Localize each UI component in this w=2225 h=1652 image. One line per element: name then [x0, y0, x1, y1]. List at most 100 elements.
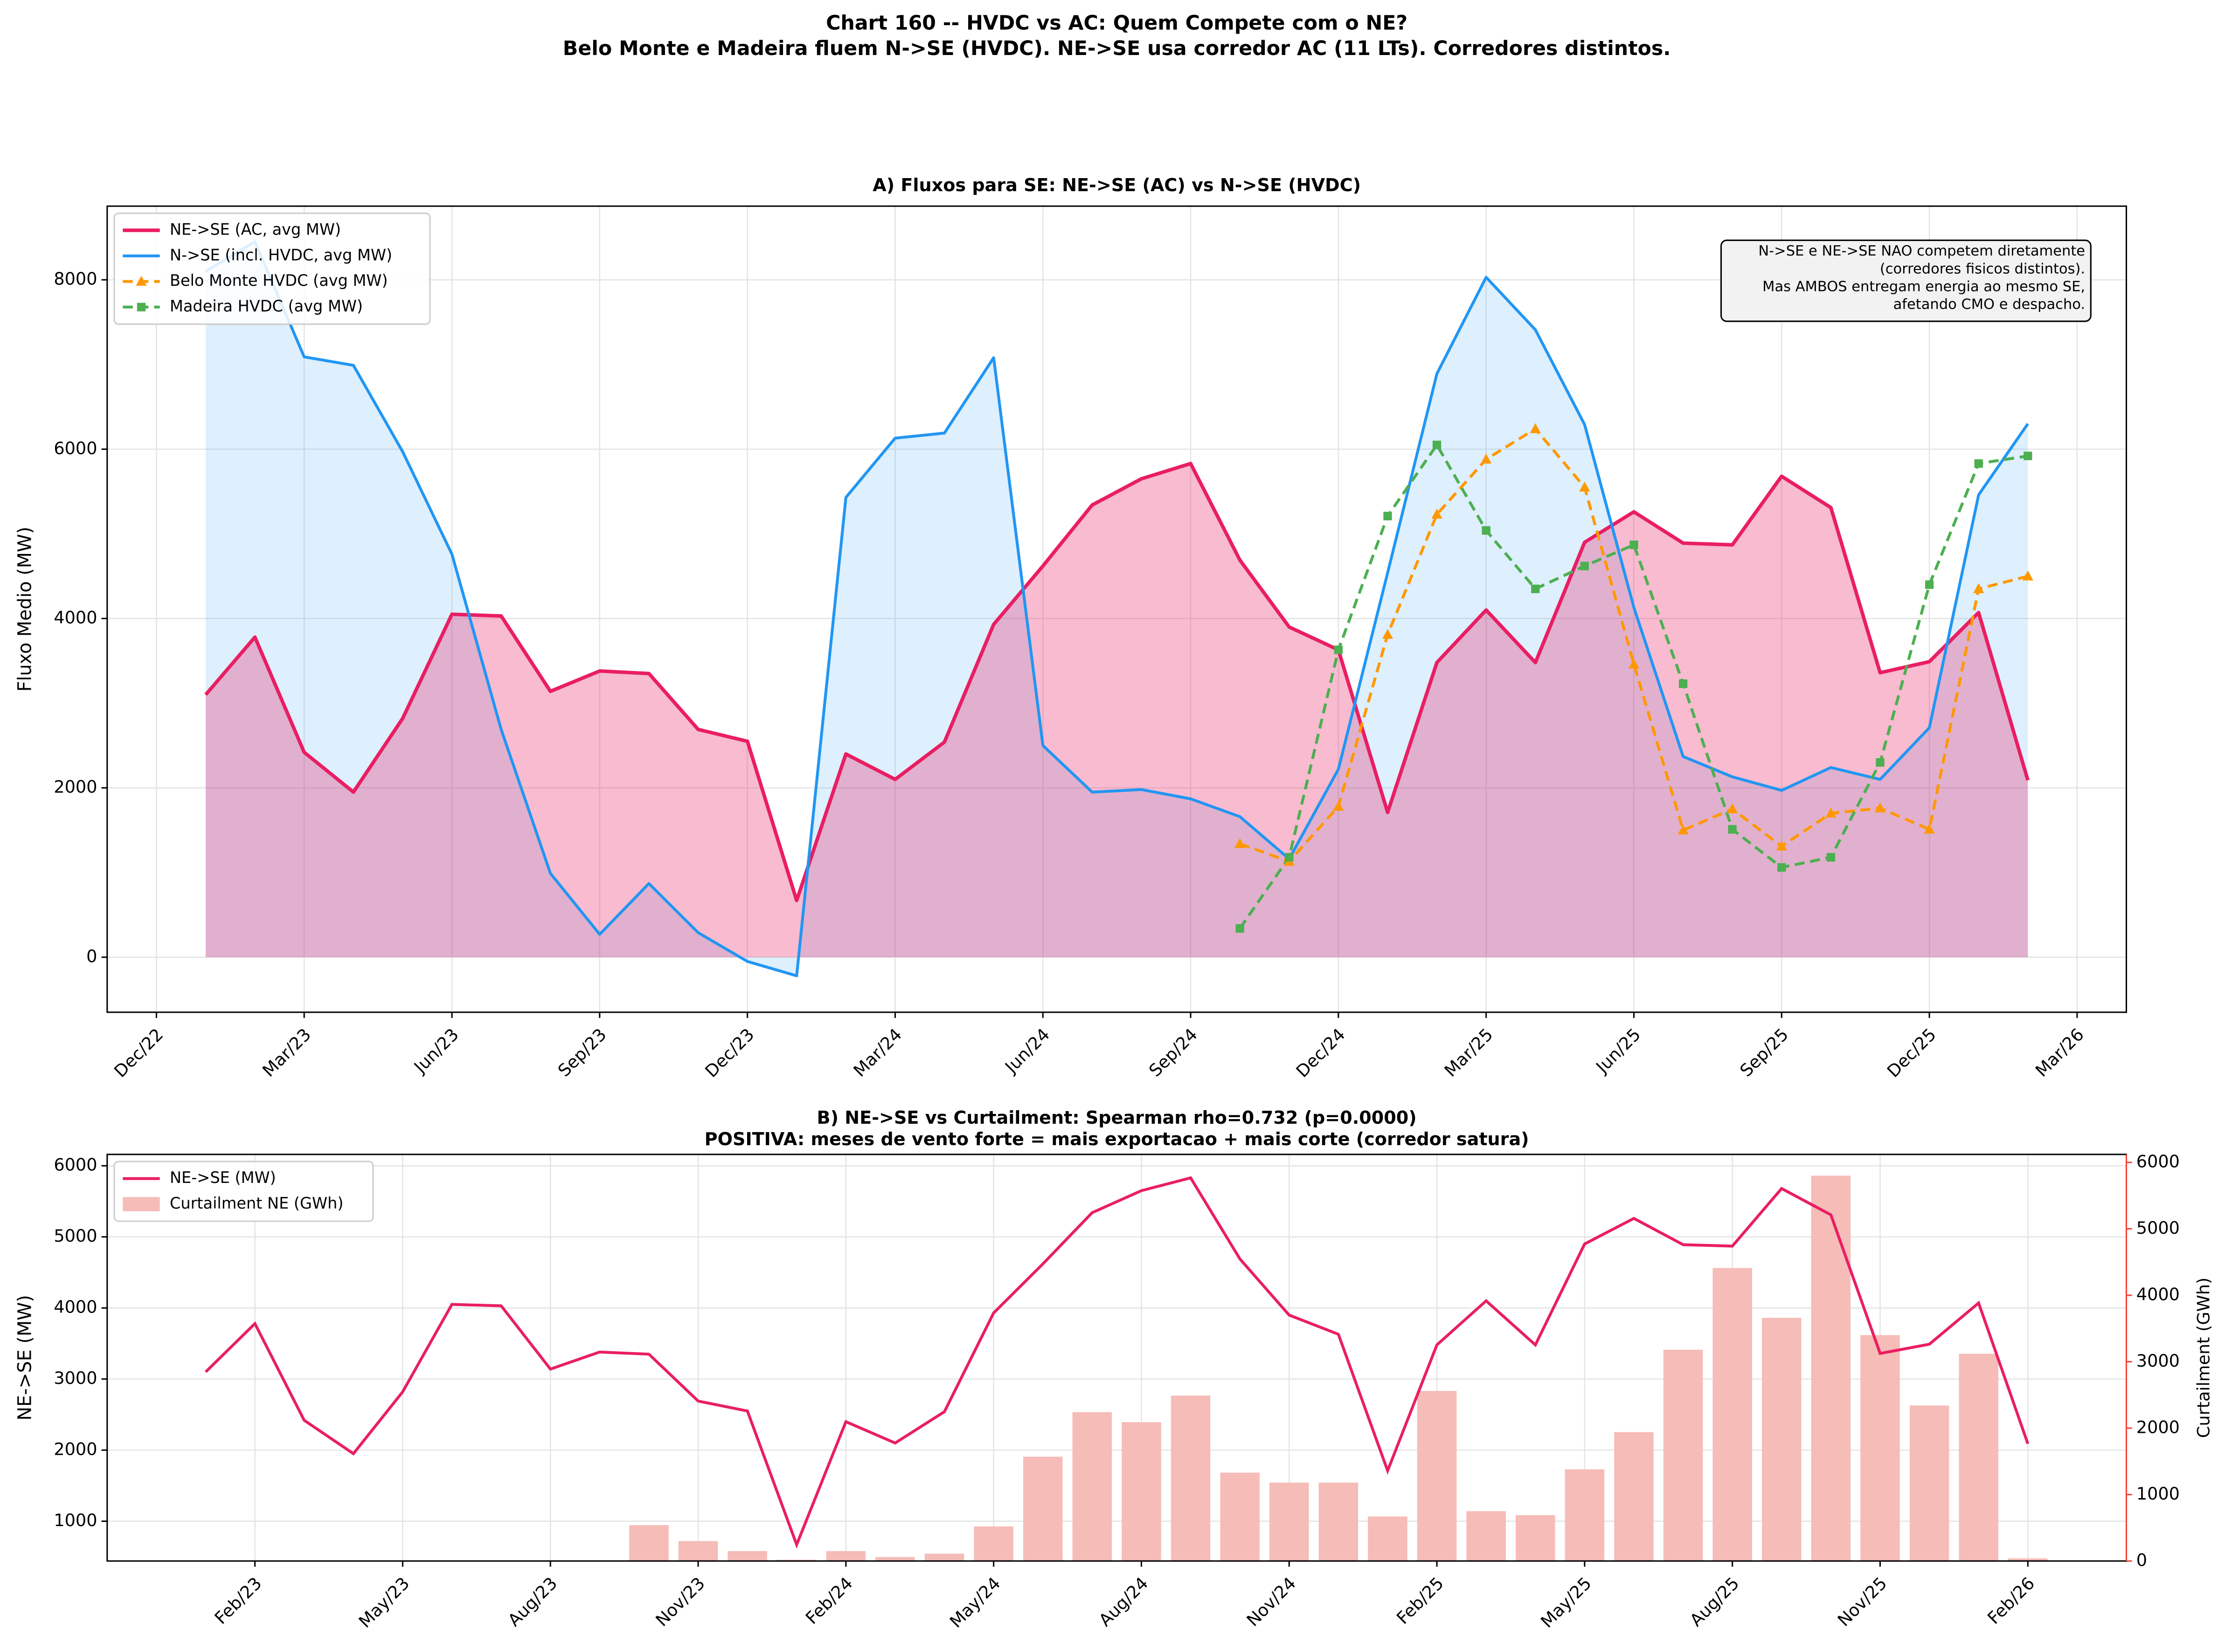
marker — [1924, 823, 1935, 834]
bar — [678, 1541, 718, 1561]
marker — [1234, 838, 1246, 848]
bar — [974, 1526, 1013, 1561]
panel-title: A) Fluxos para SE: NE->SE (AC) vs N->SE … — [873, 175, 1361, 195]
bar — [826, 1551, 866, 1561]
y-tick-label: 6000 — [54, 438, 97, 458]
bar — [2008, 1558, 2048, 1561]
line — [205, 240, 2029, 977]
marker — [1629, 540, 1638, 549]
panel-subtitle: POSITIVA: meses de vento forte = mais ex… — [705, 1129, 1529, 1149]
line — [204, 1176, 2030, 1549]
bar — [1762, 1318, 1802, 1561]
marker — [1334, 645, 1343, 654]
legend-label: N->SE (incl. HVDC, avg MW) — [170, 246, 392, 264]
bar — [1072, 1412, 1112, 1561]
marker — [137, 303, 146, 311]
bar — [1269, 1482, 1309, 1561]
figure-title: Chart 160 -- HVDC vs AC: Quem Compete co… — [826, 11, 1407, 35]
marker — [1482, 526, 1490, 535]
y-tick-label: 4000 — [54, 608, 97, 628]
bar — [1565, 1469, 1605, 1561]
y-tick-label: 5000 — [54, 1226, 97, 1246]
marker — [1580, 561, 1589, 571]
marker — [1383, 511, 1392, 520]
bar — [728, 1551, 767, 1561]
marker — [2024, 451, 2032, 460]
bar — [1614, 1432, 1654, 1561]
marker — [1776, 840, 1787, 851]
bar — [1023, 1457, 1063, 1561]
y-tick-label: 3000 — [54, 1368, 97, 1388]
bar — [1959, 1354, 1998, 1561]
marker — [1925, 580, 1934, 589]
annotation-box — [1720, 239, 2092, 322]
marker — [1285, 853, 1294, 862]
legend-label: Belo Monte HVDC (avg MW) — [170, 271, 388, 290]
area — [206, 463, 2028, 957]
bar — [1417, 1391, 1457, 1561]
marker — [1530, 423, 1541, 433]
panel-title: B) NE->SE vs Curtailment: Spearman rho=0… — [817, 1107, 1417, 1128]
figure-subtitle: Belo Monte e Madeira fluem N->SE (HVDC).… — [563, 37, 1671, 60]
marker — [1481, 453, 1492, 464]
legend-box — [113, 212, 431, 325]
marker — [2022, 570, 2033, 581]
marker — [1382, 629, 1393, 639]
y2-tick-label: 4000 — [2136, 1284, 2180, 1304]
bar — [1516, 1515, 1555, 1561]
bar — [1368, 1516, 1407, 1561]
marker — [1432, 441, 1442, 449]
bar — [875, 1557, 915, 1561]
marker — [1974, 459, 1983, 468]
marker — [1728, 825, 1737, 834]
marker — [1678, 679, 1688, 688]
annotation: afetando CMO e despacho. — [1893, 297, 2085, 313]
marker — [136, 276, 147, 286]
legend-label: Curtailment NE (GWh) — [170, 1194, 343, 1212]
marker — [1826, 853, 1836, 862]
y2-tick-label: 2000 — [2136, 1417, 2180, 1437]
legend-swatch — [123, 1197, 160, 1211]
marker — [1876, 758, 1885, 767]
frame — [106, 205, 2127, 1013]
marker — [1235, 924, 1244, 933]
bar — [1811, 1175, 1851, 1561]
area — [206, 242, 2028, 976]
y-tick-label: 8000 — [54, 269, 97, 289]
y2-tick-label: 3000 — [2136, 1351, 2180, 1371]
bar — [1466, 1511, 1506, 1561]
marker — [1579, 481, 1590, 492]
bar — [1663, 1349, 1703, 1561]
y-axis-label: NE->SE (MW) — [14, 1295, 36, 1420]
line — [204, 462, 2030, 903]
bar — [1318, 1482, 1359, 1561]
legend-label: NE->SE (AC, avg MW) — [170, 220, 341, 238]
y-axis-label: Fluxo Medio (MW) — [14, 527, 36, 692]
bar — [1712, 1268, 1752, 1561]
legend-label: Madeira HVDC (avg MW) — [170, 297, 363, 315]
bar — [1220, 1472, 1260, 1561]
y2-tick-label: 6000 — [2136, 1151, 2180, 1171]
y-tick-label: 1000 — [54, 1510, 97, 1530]
y-tick-label: 6000 — [54, 1155, 97, 1175]
plot-area — [204, 1175, 2048, 1561]
annotation: (corredores fisicos distintos). — [1880, 261, 2085, 277]
marker — [1531, 584, 1540, 594]
legend-label: NE->SE (MW) — [170, 1168, 276, 1187]
y-tick-label: 4000 — [54, 1297, 97, 1317]
y2-tick-label: 5000 — [2136, 1218, 2180, 1238]
annotation: N->SE e NE->SE NAO competem diretamente — [1758, 243, 2085, 259]
legend-box — [113, 1161, 374, 1222]
y2-axis-label: Curtailment (GWh) — [2194, 1278, 2214, 1438]
annotation: Mas AMBOS entregam energia ao mesmo SE, — [1762, 278, 2085, 295]
marker — [1973, 583, 1984, 594]
marker — [1825, 807, 1837, 818]
bar — [1122, 1422, 1161, 1561]
marker — [1431, 508, 1442, 519]
marker — [1727, 803, 1738, 814]
bar — [1909, 1405, 1949, 1561]
line — [1239, 443, 2028, 929]
marker — [1628, 658, 1640, 669]
plot-area — [204, 240, 2030, 977]
y2-tick-label: 1000 — [2136, 1484, 2180, 1504]
